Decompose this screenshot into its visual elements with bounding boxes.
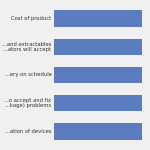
Bar [54, 95, 142, 111]
Bar [54, 67, 142, 83]
Bar [54, 123, 142, 140]
Bar [54, 11, 142, 27]
Bar [54, 39, 142, 55]
